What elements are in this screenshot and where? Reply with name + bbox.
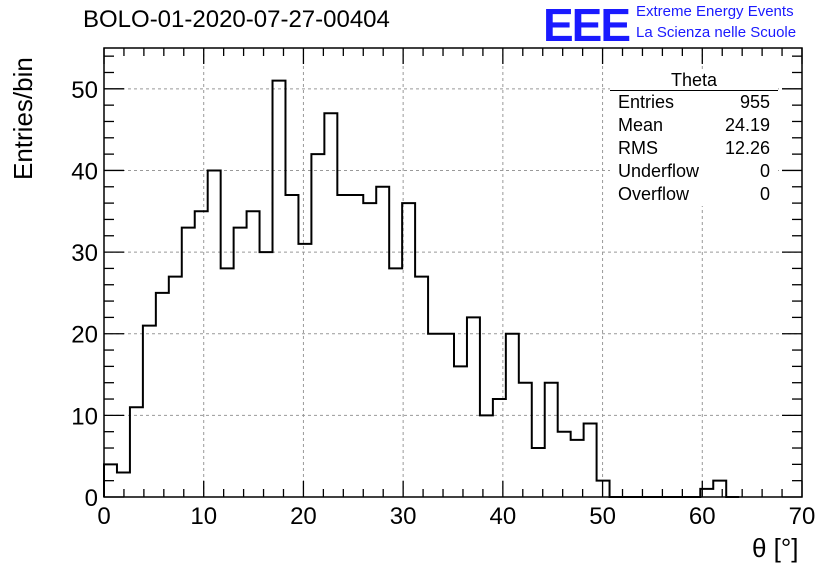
logo-line-2: La Scienza nelle Scuole [636,24,797,41]
y-tick-label: 40 [71,158,98,185]
tick-labels: 0 10 20 30 40 50 60 70 0 10 20 30 40 50 [71,77,815,530]
y-tick-label: 30 [71,240,98,267]
stats-row-overflow: Overflow 0 [610,183,778,206]
x-tick-label: 70 [789,503,816,530]
stats-value: 12.26 [724,138,770,158]
stats-box: Theta Entries 955 Mean 24.19 RMS 12.26 U… [610,70,778,206]
x-tick-label: 20 [290,503,317,530]
stats-value: 24.19 [724,115,770,135]
x-axis-label: θ [°] [752,533,799,563]
stats-value: 955 [739,92,770,112]
stats-row-mean: Mean 24.19 [610,114,778,137]
stats-row-rms: RMS 12.26 [610,137,778,160]
x-tick-label: 50 [589,503,616,530]
y-tick-label: 10 [71,403,98,430]
x-tick-label: 40 [490,503,517,530]
y-tick-label: 0 [85,485,98,512]
stats-label: Underflow [618,161,700,181]
stats-label: Entries [618,92,675,112]
stats-value: 0 [759,161,770,181]
stats-label: RMS [618,138,658,158]
logo-line-1: Extreme Energy Events [636,3,794,20]
plot-frame [103,47,803,498]
y-tick-label: 20 [71,322,98,349]
x-tick-label: 0 [97,503,110,530]
stats-row-underflow: Underflow 0 [610,160,778,183]
stats-title: Theta [610,70,778,91]
histogram-line [103,79,740,498]
stats-label: Overflow [618,184,690,204]
chart-title: BOLO-01-2020-07-27-00404 [83,6,390,33]
stats-value: 0 [759,184,770,204]
stats-row-entries: Entries 955 [610,91,778,114]
y-axis-label: Entries/bin [8,57,38,180]
x-tick-label: 30 [390,503,417,530]
x-tick-label: 60 [689,503,716,530]
stats-label: Mean [618,115,664,135]
x-tick-label: 10 [190,503,217,530]
eee-logo: EEE [543,0,631,51]
y-tick-label: 50 [71,77,98,104]
